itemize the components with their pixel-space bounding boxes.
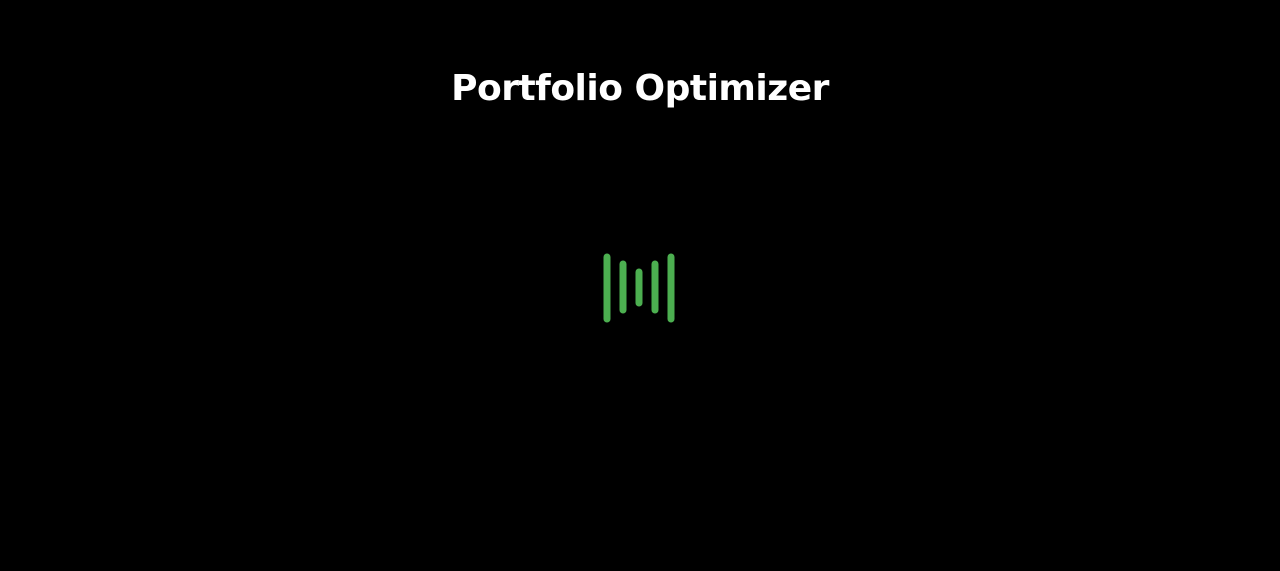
- loading-bars-icon: [603, 253, 675, 323]
- app-title: Portfolio Optimizer: [451, 68, 829, 109]
- loading-indicator: [602, 253, 678, 323]
